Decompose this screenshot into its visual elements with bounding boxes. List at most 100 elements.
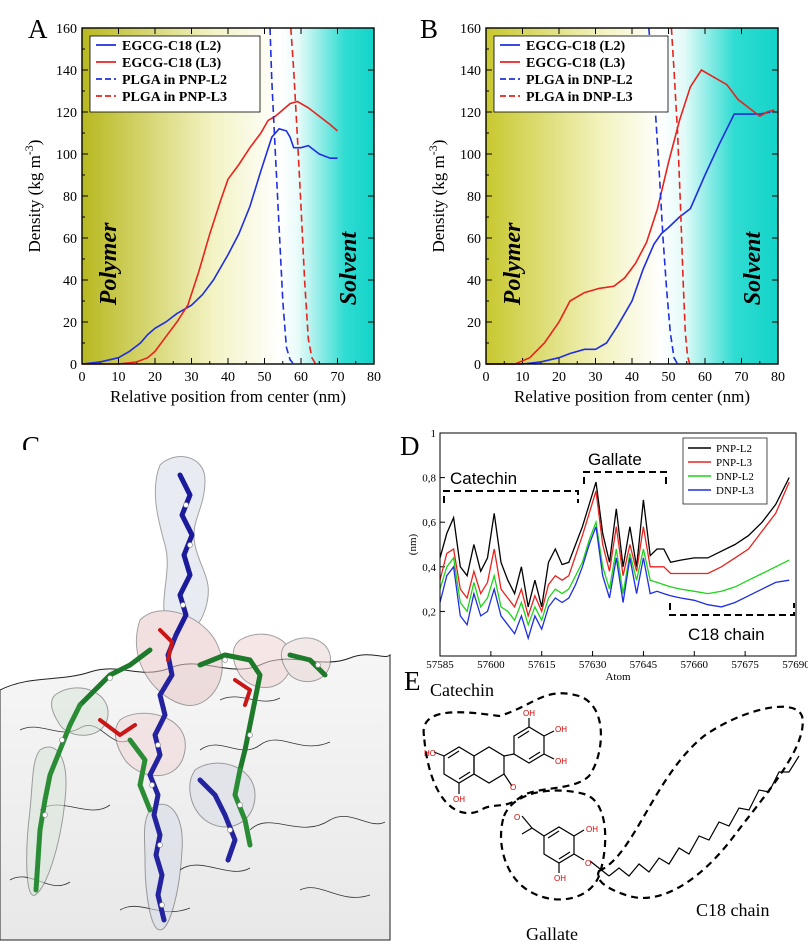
d-xtick-label: 57675 [731,659,759,671]
d-x-axis-title: Atom [605,671,631,683]
d-xtick-label: 57660 [681,659,709,671]
a-xtick-label: 30 [185,370,199,385]
b-region-solvent: Solvent [740,231,766,306]
b-region-polymer: Polymer [500,222,526,306]
a-ytick-label: 120 [56,106,77,121]
d-frame [439,432,797,657]
a-frame [81,27,375,365]
b-ytick-label: 60 [467,232,481,247]
a-ytick-label: 140 [56,64,77,79]
a-ytick-label: 100 [56,148,77,163]
atom-o-2: O [510,783,516,792]
b-ytick-label: 80 [467,190,481,205]
d-legend-label-3: DNP-L2 [716,471,754,483]
d-xtick-label: 57600 [477,659,505,671]
c18-chain-label: C18 chain [696,900,770,920]
d-series-line-4 [439,526,790,641]
b-xtick-label: 70 [735,370,749,385]
a-region-solvent: Solvent [336,231,362,306]
d-xtick-label: 57690 [782,659,808,671]
a-ytick-label: 60 [63,232,77,247]
b-xtick-label: 10 [516,370,530,385]
a-y-axis-title: Density (kg m-3) [22,140,44,253]
a-xtick-label: 80 [367,370,381,385]
d-series-line-2 [439,481,790,619]
atom-oh-3: OH [555,725,567,734]
b-ytick-label: 0 [474,358,481,373]
b-y-axis-title: Density (kg m-3) [426,140,448,253]
d-legend-label-4: DNP-L3 [716,485,754,497]
d-series-line-1 [439,477,790,608]
a-series-line-4 [290,27,317,365]
atom-oh-6: OH [554,874,566,883]
d-xtick-label: 57645 [630,659,658,671]
a-series-line-3 [269,27,295,365]
a-xtick-label: 0 [79,370,86,385]
a-ytick-label: 20 [63,316,77,331]
catechin-label: Catechin [430,680,494,700]
b-legend-label-1: EGCG-C18 (L2) [526,39,626,54]
a-xtick-label: 20 [148,370,162,385]
a-xtick-label: 50 [258,370,272,385]
d-annotation-c18: C18 chain [688,625,765,644]
atom-oh-4: OH [555,757,567,766]
a-ytick-label: 0 [70,358,77,373]
b-ytick-label: 140 [460,64,481,79]
molecular-snapshot [0,450,391,941]
d-xtick-label: 57585 [426,659,454,671]
b-ytick-label: 160 [460,22,481,37]
d-ytick-label: 1 [431,428,437,440]
a-xtick-label: 70 [331,370,345,385]
gallate-ring [521,815,610,877]
d-xtick-label: 57630 [579,659,607,671]
gallate-label: Gallate [526,924,578,944]
d-bracket-c18 [669,603,795,616]
chemical-structure: Catechin Gallate C18 chain HO OH O [422,680,804,944]
b-legend-label-3: PLGA in DNP-L2 [526,73,633,88]
atom-oh-5: OH [586,825,598,834]
b-xtick-label: 20 [552,370,566,385]
b-series-line-1 [486,111,771,365]
catechin-rings [433,718,555,794]
b-ytick-label: 20 [467,316,481,331]
b-xtick-label: 80 [771,370,785,385]
d-legend-label-2: PNP-L3 [716,457,753,469]
a-series-line-1 [81,127,338,365]
d-ytick-label: 0,6 [422,517,436,529]
b-series-line-4 [670,27,691,365]
b-xtick-label: 40 [625,370,639,385]
d-ytick-label: 0,2 [422,606,436,618]
a-series-line-2 [82,100,339,365]
group-outlines [422,692,804,901]
b-xtick-label: 0 [483,370,490,385]
atom-o-3: O [585,859,591,868]
d-legend-label-1: PNP-L2 [716,443,752,455]
a-xtick-label: 10 [112,370,126,385]
d-bracket-gallate [583,471,667,484]
d-series-line-3 [439,519,790,627]
a-region-polymer: Polymer [96,222,122,306]
a-ytick-label: 40 [63,274,77,289]
a-ytick-label: 80 [63,190,77,205]
a-xtick-label: 60 [294,370,308,385]
b-ytick-label: 40 [467,274,481,289]
b-xtick-label: 50 [662,370,676,385]
a-legend-label-3: PLGA in PNP-L2 [122,73,227,88]
d-y-axis-title: (nm) [407,533,419,555]
d-legend-box [682,437,768,505]
atom-o-1: O [514,813,520,822]
b-series-line-3 [648,27,679,365]
b-ytick-label: 100 [460,148,481,163]
b-xtick-label: 60 [698,370,712,385]
b-frame [485,27,779,365]
d-bracket-catechin [443,490,579,503]
d-ytick-label: 0,8 [422,473,436,485]
b-legend-label-4: PLGA in DNP-L3 [526,90,633,105]
b-xtick-label: 30 [589,370,603,385]
hydrogen-atoms [42,502,321,908]
a-x-axis-title: Relative position from center (nm) [110,387,346,406]
d-ytick-label: 0,4 [422,562,436,574]
